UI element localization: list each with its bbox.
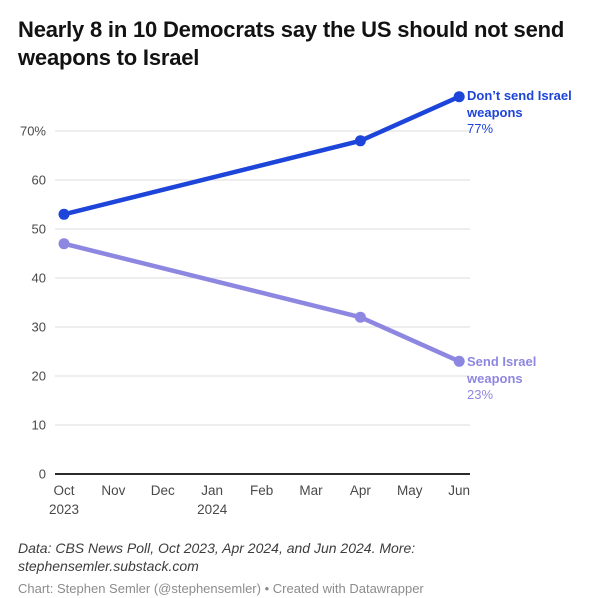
data-point-series-0: [58, 208, 70, 220]
data-point-series-1: [354, 311, 366, 323]
data-point-series-0: [354, 135, 366, 147]
data-point-series-0: [453, 91, 465, 103]
y-axis-tick-label: 0: [39, 467, 46, 482]
x-axis-tick-label: Feb: [250, 483, 273, 498]
x-axis-year-label: 2023: [49, 502, 79, 517]
series-name-send: Send Israel weapons: [467, 354, 537, 386]
y-axis-tick-label: 10: [32, 418, 46, 433]
x-axis-tick-label: Apr: [350, 483, 372, 498]
x-axis-year-label: 2024: [197, 502, 228, 517]
x-axis-tick-label: Jun: [448, 483, 470, 498]
chart-footer: Data: CBS News Poll, Oct 2023, Apr 2024,…: [18, 540, 588, 597]
y-axis-tick-label: 30: [32, 320, 46, 335]
series-name-dont-send: Don’t send Israel weapons: [467, 88, 572, 120]
series-label-send-weapons: Send Israel weapons 23%: [467, 354, 583, 404]
chart-title: Nearly 8 in 10 Democrats say the US shou…: [18, 17, 565, 70]
y-axis-tick-label: 70%: [20, 124, 46, 139]
x-axis-tick-label: Oct: [53, 483, 74, 498]
x-axis-tick-label: Mar: [299, 483, 323, 498]
data-point-series-1: [453, 355, 465, 367]
x-axis-tick-label: Nov: [101, 483, 125, 498]
y-axis-tick-label: 60: [32, 173, 46, 188]
line-chart: 0 10 20 30 40 50 60 70% Oct 2023 Nov Dec Jan 2024 Feb M…: [20, 91, 470, 517]
credit-note: Chart: Stephen Semler (@stephensemler) •…: [18, 581, 424, 596]
x-axis-tick-label: May: [397, 483, 423, 498]
y-axis-tick-label: 20: [32, 369, 46, 384]
y-axis-tick-label: 50: [32, 222, 46, 237]
data-point-series-1: [58, 238, 70, 250]
x-axis-tick-label: Jan: [201, 483, 223, 498]
data-source-note: Data: CBS News Poll, Oct 2023, Apr 2024,…: [18, 540, 416, 574]
series-value-dont-send: 77%: [467, 121, 494, 136]
series-line-0: [61, 94, 462, 217]
y-axis-tick-label: 40: [32, 271, 46, 286]
x-axis-tick-label: Dec: [151, 483, 175, 498]
series-label-dont-send-weapons: Don’t send Israel weapons 77%: [467, 88, 583, 138]
series-value-send: 23%: [467, 387, 494, 402]
series-line-1: [61, 241, 462, 364]
